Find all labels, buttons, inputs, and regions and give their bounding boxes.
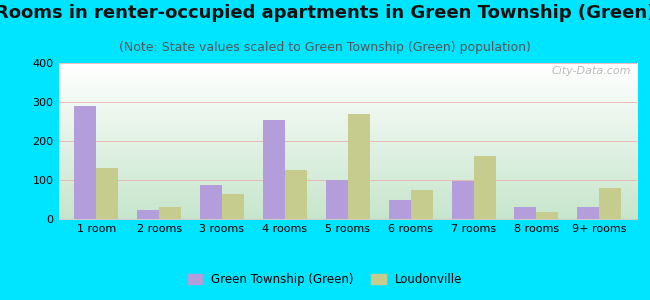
Bar [348,115,370,219]
Bar [96,168,118,219]
Bar [222,194,244,219]
Bar [285,170,307,219]
Legend: Green Township (Green), Loudonville: Green Township (Green), Loudonville [183,269,467,291]
Bar [473,156,495,219]
Bar [599,188,621,219]
Bar [411,190,433,219]
Bar [263,119,285,219]
Bar [74,106,96,219]
Bar [200,185,222,219]
Bar [514,207,536,219]
Bar [389,200,411,219]
Text: Rooms in renter-occupied apartments in Green Township (Green): Rooms in renter-occupied apartments in G… [0,4,650,22]
Text: (Note: State values scaled to Green Township (Green) population): (Note: State values scaled to Green Town… [119,40,531,53]
Bar [577,207,599,219]
Bar [137,210,159,219]
Bar [452,181,473,219]
Bar [159,207,181,219]
Text: City-Data.com: City-Data.com [552,66,631,76]
Bar [536,212,558,219]
Bar [326,180,348,219]
